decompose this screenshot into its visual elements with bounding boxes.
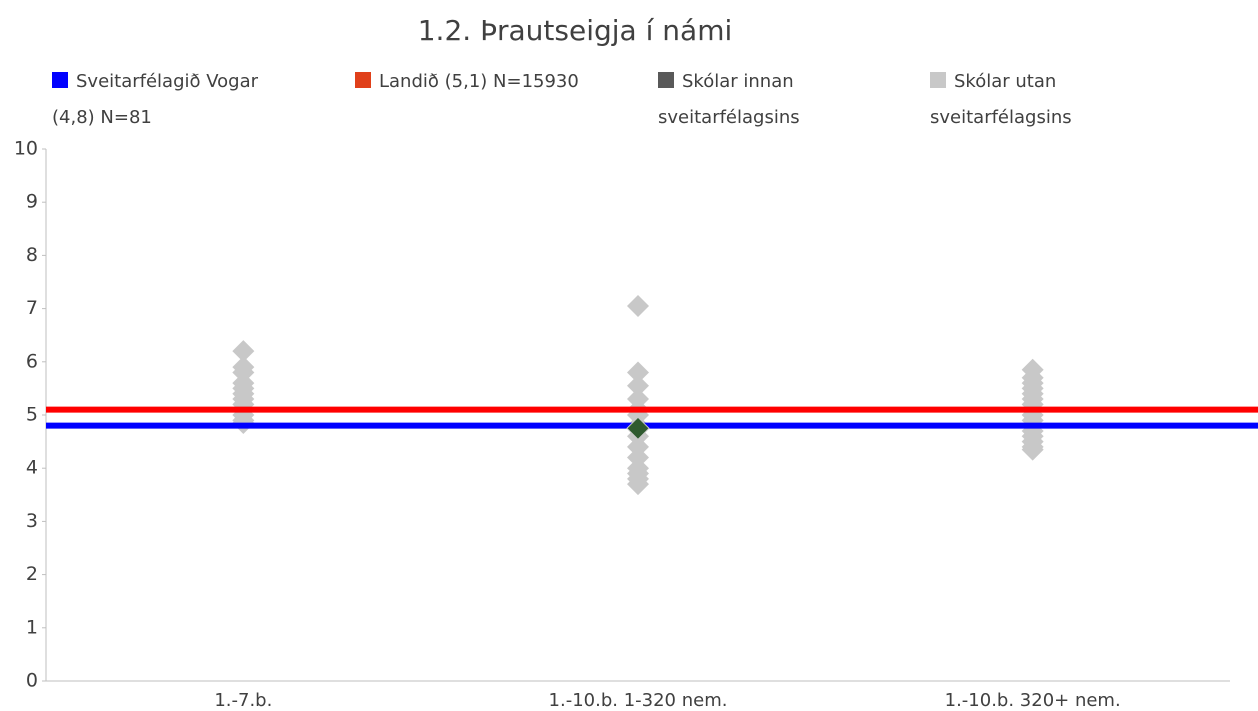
x-tick-label: 1.-10.b. 320+ nem. [945,690,1121,711]
legend-item: Skólar innan sveitarfélagsins [658,64,848,136]
legend-item: Landið (5,1) N=15930 [355,64,655,100]
y-tick-label: 5 [26,404,38,426]
y-tick-label: 6 [26,350,38,372]
legend-item: Sveitarfélagið Vogar (4,8) N=81 [52,64,302,136]
x-tick-label: 1.-10.b. 1-320 nem. [549,690,728,711]
point [627,374,649,397]
legend-label: Skólar innan sveitarfélagsins [658,71,800,128]
legend-label: Sveitarfélagið Vogar (4,8) N=81 [52,71,259,128]
point [627,473,649,496]
x-tick-label: 1.-7.b. [214,690,272,711]
legend-swatch [52,72,68,88]
point [627,361,649,384]
legend-swatch [930,72,946,88]
y-tick-label: 4 [26,457,38,479]
y-tick-label: 1 [26,616,38,638]
y-tick-label: 9 [26,191,38,213]
chart-title: 1.2. Þrautseigja í námi [418,14,733,47]
y-tick-label: 3 [26,510,38,532]
y-tick-label: 0 [26,670,38,692]
legend-item: Skólar utan sveitarfélagsins [930,64,1130,136]
legend-swatch [658,72,674,88]
y-tick-label: 8 [26,244,38,266]
legend-label: Landið (5,1) N=15930 [379,71,579,92]
y-tick-label: 7 [26,297,38,319]
point [627,294,649,317]
y-tick-label: 2 [26,563,38,585]
legend-swatch [355,72,371,88]
point [232,340,255,363]
point [1021,438,1044,461]
legend-label: Skólar utan sveitarfélagsins [930,71,1072,128]
y-tick-label: 10 [14,138,38,160]
point [626,416,650,441]
